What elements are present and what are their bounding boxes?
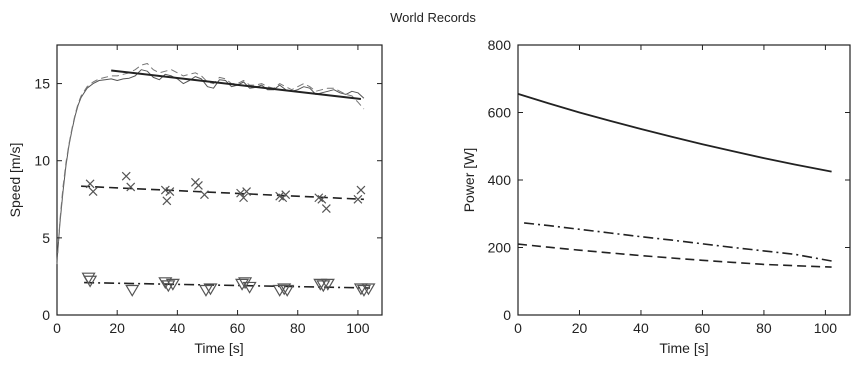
speed-series-4-x-marker <box>126 182 136 192</box>
power-y-tick-label: 400 <box>488 172 512 188</box>
speed-series-6-triangle-marker <box>353 283 368 296</box>
figure-title: World Records <box>390 10 476 25</box>
speed-y-tick-label: 0 <box>42 307 50 323</box>
speed-x-axis-label: Time [s] <box>194 340 243 356</box>
speed-series-0-line <box>56 69 365 262</box>
speed-x-tick-label: 80 <box>290 320 306 336</box>
power-y-axis-label: Power [W] <box>461 148 477 213</box>
speed-series-4-x-marker <box>121 171 131 181</box>
speed-series-3-line <box>81 185 364 201</box>
speed-series-6-triangle-marker <box>313 278 328 291</box>
power-y-tick-label: 0 <box>503 307 511 323</box>
power-y-tick-label: 600 <box>488 105 512 121</box>
speed-series-6-triangle-marker <box>320 278 335 291</box>
speed-series-4-x-marker <box>242 187 252 196</box>
power-series-layer <box>517 93 832 268</box>
speed-series-6-triangle-marker <box>361 283 376 296</box>
speed-y-tick-label: 15 <box>34 76 50 92</box>
speed-series-5-line <box>84 281 371 289</box>
speed-x-tick-label: 100 <box>346 320 370 336</box>
speed-series-6-triangle-marker <box>280 284 295 297</box>
speed-series-4-x-marker <box>317 194 327 204</box>
power-series-2-line <box>517 243 832 268</box>
speed-series-6-triangle-marker <box>83 275 98 288</box>
speed-series-4-x-marker <box>356 185 366 195</box>
speed-series-4-x-marker <box>85 179 95 189</box>
speed-x-tick-label: 0 <box>53 320 61 336</box>
speed-x-tick-label: 20 <box>109 320 125 336</box>
speed-series-4-x-marker <box>321 204 331 213</box>
power-x-tick-label: 60 <box>695 320 711 336</box>
speed-series-4-x-marker <box>239 193 248 203</box>
speed-ticks-layer: 0 20 40 60 80 100 0 5 10 15 <box>34 45 382 336</box>
power-ticks-layer: 0 20 40 60 80 100 0 200 400 600 800 <box>488 37 850 336</box>
speed-series-4-x-marker <box>353 194 363 204</box>
speed-series-4-x-marker <box>236 188 245 198</box>
power-series-1-line <box>524 222 832 262</box>
speed-series-6-triangle-marker <box>277 283 292 296</box>
power-chart: 0 20 40 60 80 100 0 200 400 600 800 Time [s] Power… <box>461 37 851 356</box>
speed-series-6-triangle-marker <box>203 283 218 296</box>
speed-y-axis-label: Speed [m/s] <box>7 143 23 218</box>
power-series-0-line <box>517 93 832 173</box>
speed-series-4-x-marker <box>194 180 203 190</box>
speed-series-4-x-marker <box>162 196 172 206</box>
power-x-tick-label: 40 <box>633 320 649 336</box>
power-y-tick-label: 800 <box>488 37 512 53</box>
speed-y-tick-label: 10 <box>34 153 50 169</box>
power-x-tick-label: 20 <box>572 320 588 336</box>
power-y-tick-label: 200 <box>488 240 512 256</box>
speed-chart-frame <box>56 44 383 316</box>
speed-series-4-x-marker <box>200 190 209 200</box>
speed-series-1-line <box>56 63 365 265</box>
speed-series-4-x-marker <box>88 187 98 196</box>
speed-x-tick-label: 60 <box>230 320 246 336</box>
speed-series-4-x-marker <box>281 190 291 200</box>
speed-series-2-line <box>111 69 362 100</box>
power-x-tick-label: 100 <box>814 320 838 336</box>
speed-series-layer <box>56 63 376 297</box>
speed-series-6-triangle-marker <box>125 284 140 297</box>
speed-series-4-x-marker <box>165 187 175 196</box>
speed-series-6-triangle-marker <box>165 278 180 291</box>
speed-x-tick-label: 40 <box>170 320 186 336</box>
power-x-tick-label: 80 <box>756 320 772 336</box>
speed-chart: 0 20 40 60 80 100 0 5 10 15 Time [s] Speed [m/s] <box>7 44 383 356</box>
power-x-tick-label: 0 <box>514 320 522 336</box>
power-chart-frame <box>517 44 851 316</box>
speed-y-tick-label: 5 <box>42 230 50 246</box>
speed-series-6-triangle-marker <box>242 281 257 294</box>
power-x-axis-label: Time [s] <box>659 340 708 356</box>
